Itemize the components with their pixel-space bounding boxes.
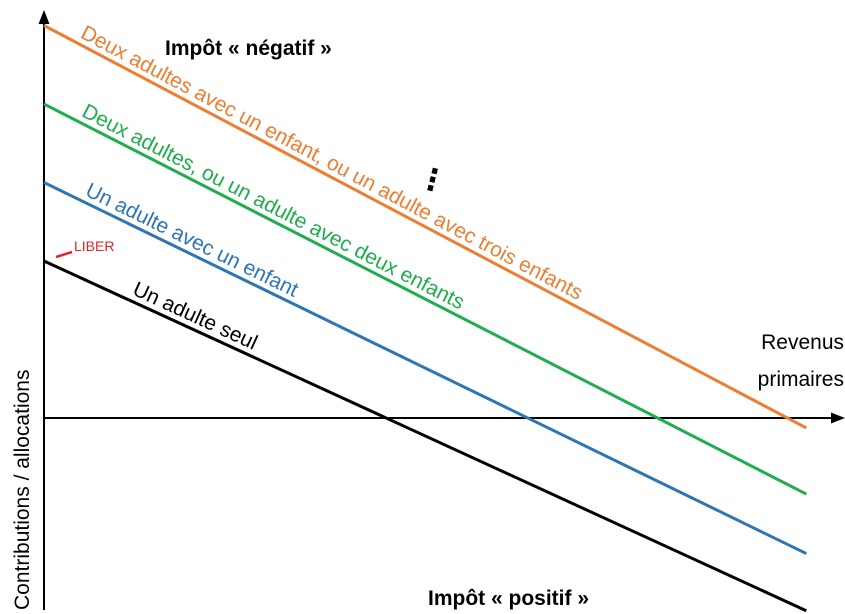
liber-tick (55, 250, 73, 259)
y-axis-title: Contributions / allocations (11, 370, 34, 610)
series-line-4 (43, 24, 807, 430)
y-axis-arrow (38, 10, 50, 24)
series-lines (43, 24, 807, 613)
series-label-4: Deux adultes avec un enfant, ou un adult… (77, 21, 586, 305)
annotation-negative-tax: Impôt « négatif » (165, 37, 332, 60)
x-axis-title-line1: Revenus (761, 331, 844, 354)
series-line-2 (43, 181, 807, 555)
ellipsis-vertical: ⋮ (414, 161, 451, 200)
x-axis-arrow (831, 412, 845, 424)
series-line-3 (43, 102, 807, 496)
annotation-positive-tax: Impôt « positif » (428, 587, 589, 610)
x-axis-title-line2: primaires (758, 368, 844, 391)
series-line-1 (43, 259, 807, 613)
axes (38, 10, 845, 610)
series-label-1: Un adulte seul (129, 278, 261, 355)
liber-label: LIBER (74, 238, 114, 254)
